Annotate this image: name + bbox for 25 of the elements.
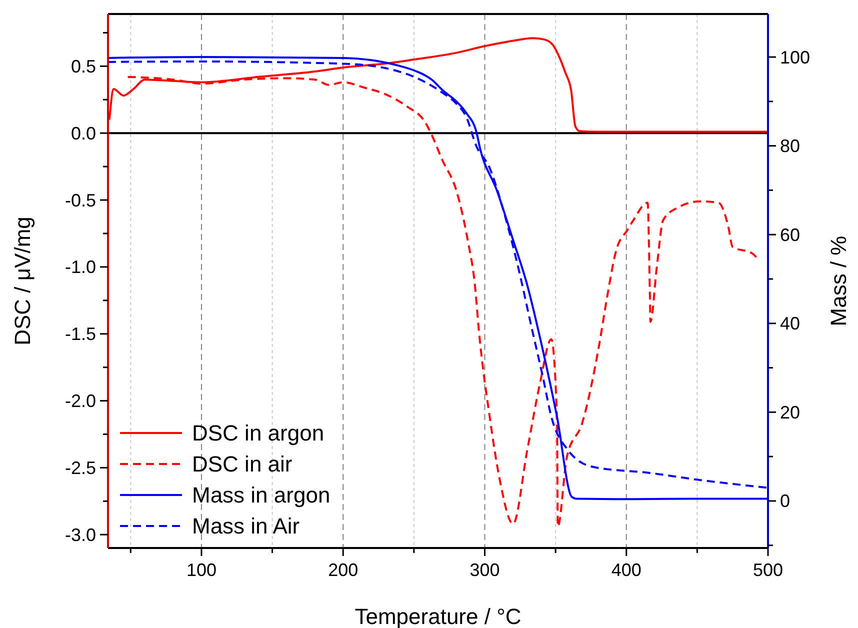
y-tick-label: -0.5: [64, 190, 96, 210]
y2-tick-label: 40: [780, 314, 800, 334]
y-tick-label: 0.0: [70, 123, 96, 144]
x-tick-label: 100: [186, 560, 216, 580]
y-tick-label: -2.0: [64, 391, 96, 412]
y-tick-label: 0.5: [70, 56, 96, 76]
legend-label: DSC in air: [192, 452, 292, 477]
y-tick-label: -1.0: [64, 257, 96, 278]
x-tick-label: 500: [752, 560, 784, 580]
y-tick-label: -1.5: [64, 324, 96, 344]
y2-tick-label: 100: [780, 47, 810, 68]
y2-tick-label: 20: [780, 402, 800, 422]
x-tick-label: 400: [611, 560, 642, 580]
y-axis-title: DSC / μV/mg: [10, 216, 35, 346]
y2-tick-label: 80: [780, 136, 800, 156]
y2-tick-label: 0: [780, 491, 790, 512]
x-tick-label: 300: [470, 560, 500, 580]
x-tick-label: 200: [328, 560, 358, 580]
legend-label: Mass in Air: [192, 514, 300, 539]
y2-tick-label: 60: [780, 224, 800, 245]
y-tick-label: -2.5: [64, 458, 96, 478]
legend-label: Mass in argon: [192, 482, 330, 508]
y-tick-label: -3.0: [64, 524, 96, 545]
y2-axis-title: Mass / %: [826, 236, 851, 326]
legend-label: DSC in argon: [192, 420, 324, 446]
